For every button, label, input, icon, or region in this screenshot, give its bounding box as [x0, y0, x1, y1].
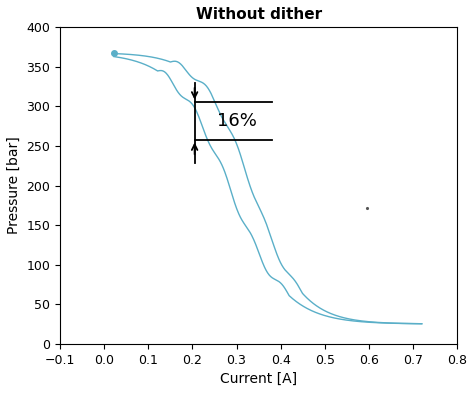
Title: Without dither: Without dither	[195, 7, 322, 22]
Text: 16%: 16%	[217, 112, 256, 130]
X-axis label: Current [A]: Current [A]	[220, 372, 297, 386]
Y-axis label: Pressure [bar]: Pressure [bar]	[7, 137, 21, 234]
